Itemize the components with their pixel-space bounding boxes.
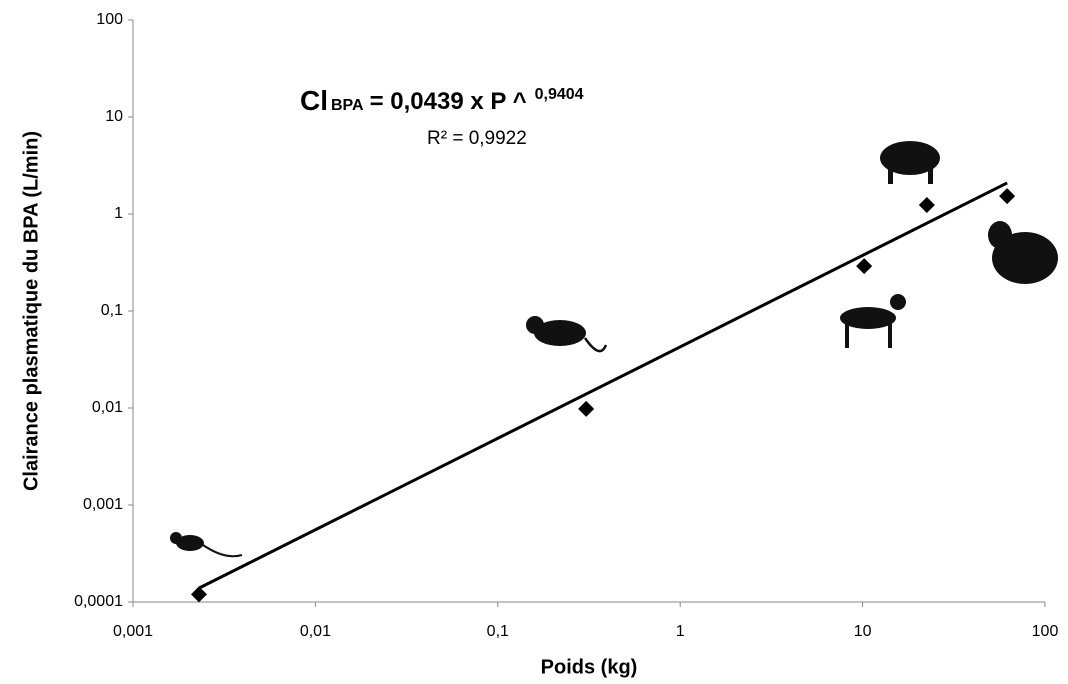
y-axis-label: Clairance plasmatique du BPA (L/min)	[20, 131, 42, 491]
point	[856, 258, 873, 275]
x-axis-label: Poids (kg)	[541, 656, 638, 678]
equation: Cl BPA = 0,0439 x P ^ 0,9404	[300, 85, 584, 116]
y-tick-label: 0,1	[101, 302, 123, 319]
point	[918, 196, 935, 213]
y-tick-label: 0,01	[92, 399, 123, 416]
x-tick-label: 10	[854, 623, 872, 640]
y-tick-label: 1	[114, 205, 123, 222]
animal-icons	[170, 141, 1058, 558]
r-squared: R² = 0,9922	[427, 128, 527, 149]
x-tick-label: 0,1	[487, 623, 509, 640]
y-tick-label: 10	[105, 108, 123, 125]
equation-main: Cl	[300, 85, 328, 116]
equation-sup: 0,9404	[535, 86, 584, 103]
point	[578, 400, 595, 417]
x-tick-label: 0,01	[300, 623, 331, 640]
y-tick-label: 0,001	[83, 496, 123, 513]
equation-sub: BPA	[331, 97, 364, 114]
point	[190, 586, 207, 603]
point	[999, 188, 1016, 205]
x-tick-label: 0,001	[113, 623, 153, 640]
y-tick-label: 0,0001	[74, 593, 123, 610]
equation-rest: = 0,0439 x P ^	[370, 88, 527, 115]
x-tick-label: 100	[1032, 623, 1059, 640]
y-tick-label: 100	[96, 11, 123, 28]
x-tick-label: 1	[676, 623, 685, 640]
trendline	[198, 181, 1008, 590]
